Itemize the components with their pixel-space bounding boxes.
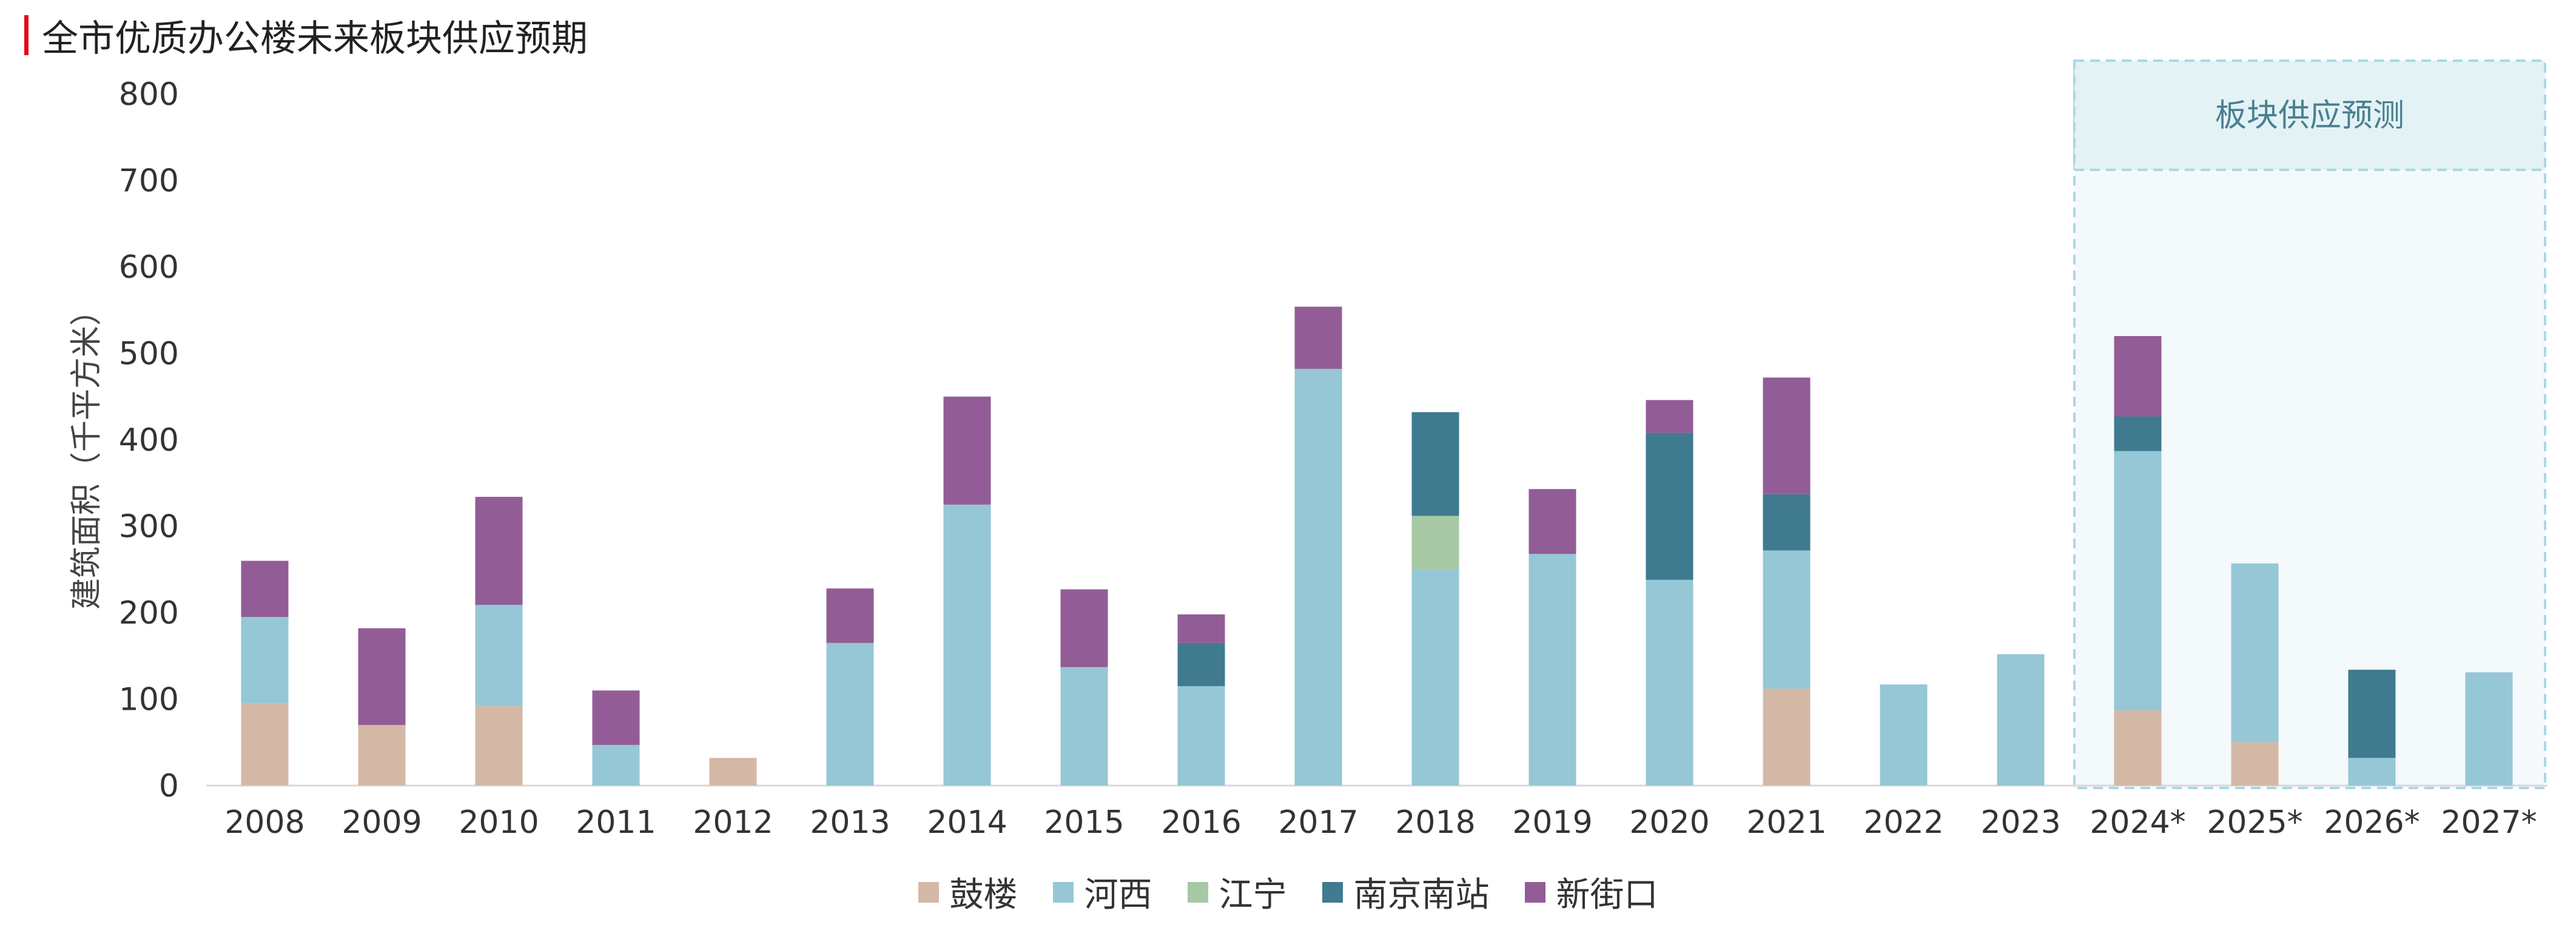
y-axis-label: 建筑面积（千平方米） (69, 294, 105, 610)
x-tick-label: 2012 (693, 804, 773, 841)
bar-新街口-2009 (358, 628, 406, 726)
x-tick-label: 2024* (2090, 804, 2185, 841)
bar-河西-2008 (241, 617, 289, 704)
chart-legend: 鼓楼 河西 江宁 南京南站 新街口 (0, 867, 2576, 917)
y-tick-label: 800 (119, 76, 179, 113)
x-tick-label: 2025* (2207, 804, 2302, 841)
bar-新街口-2020 (1646, 400, 1693, 433)
bar-南京南站-2016 (1177, 642, 1225, 687)
bar-河西-2011 (592, 745, 640, 786)
legend-item: 新街口 (1524, 867, 1658, 917)
x-tick-label: 2020 (1629, 804, 1709, 841)
bar-河西-2015 (1060, 667, 1108, 786)
chart-title: 全市优质办公楼未来板块供应预期 (42, 17, 588, 60)
forecast-header (2073, 59, 2546, 171)
bar-新街口-2014 (943, 396, 991, 505)
chart-title-block: 全市优质办公楼未来板块供应预期 (24, 11, 588, 60)
bar-河西-2013 (826, 642, 874, 786)
title-accent-bar (24, 15, 29, 55)
x-tick-label: 2015 (1044, 804, 1124, 841)
x-tick-label: 2009 (341, 804, 422, 841)
bar-鼓楼-2021 (1763, 689, 1811, 786)
legend-swatch (1322, 881, 1343, 903)
x-tick-label: 2008 (224, 804, 304, 841)
bar-鼓楼-2010 (475, 705, 523, 786)
bar-新街口-2016 (1177, 614, 1225, 643)
bar-河西-2024* (2114, 451, 2162, 711)
y-tick-label: 300 (119, 509, 179, 545)
legend-label: 江宁 (1219, 875, 1287, 915)
bar-河西-2025* (2231, 563, 2279, 742)
x-tick-label: 2010 (459, 804, 539, 841)
x-tick-label: 2014 (927, 804, 1007, 841)
legend-label: 河西 (1084, 875, 1152, 915)
bar-新街口-2017 (1294, 306, 1342, 369)
bar-河西-2014 (943, 504, 991, 786)
legend-item: 河西 (1052, 867, 1152, 917)
bar-南京南站-2018 (1411, 412, 1459, 516)
y-tick-label: 200 (119, 595, 179, 631)
bar-鼓楼-2025* (2231, 742, 2279, 786)
x-tick-label: 2019 (1512, 804, 1592, 841)
bar-新街口-2011 (592, 690, 640, 746)
legend-item: 鼓楼 (918, 867, 1018, 917)
bar-河西-2019 (1528, 554, 1576, 786)
legend-label: 南京南站 (1353, 875, 1490, 915)
x-tick-label: 2021 (1746, 804, 1826, 841)
y-tick-label: 400 (119, 422, 179, 459)
legend-item: 江宁 (1187, 867, 1287, 917)
bar-南京南站-2021 (1763, 494, 1811, 551)
legend-label: 新街口 (1556, 875, 1658, 915)
x-tick-label: 2026* (2324, 804, 2420, 841)
bar-江宁-2018 (1411, 516, 1459, 570)
legend-swatch (918, 881, 939, 903)
x-tick-label: 2018 (1395, 804, 1475, 841)
forecast-label: 板块供应预测 (2215, 98, 2404, 134)
bar-河西-2018 (1411, 569, 1459, 786)
bar-河西-2026* (2348, 758, 2396, 786)
bar-河西-2016 (1177, 686, 1225, 786)
bar-河西-2010 (475, 605, 523, 706)
bar-鼓楼-2024* (2114, 710, 2162, 786)
bar-河西-2021 (1763, 550, 1811, 689)
bar-新街口-2015 (1060, 589, 1108, 667)
legend-swatch (1052, 881, 1074, 903)
legend-label: 鼓楼 (949, 875, 1018, 915)
bar-河西-2017 (1294, 369, 1342, 786)
bar-南京南站-2024* (2114, 416, 2162, 451)
bar-新街口-2024* (2114, 336, 2162, 417)
bar-新街口-2008 (241, 561, 289, 618)
bar-鼓楼-2009 (358, 725, 406, 786)
bar-新街口-2013 (826, 588, 874, 643)
bar-河西-2023 (1997, 654, 2045, 786)
bar-河西-2027* (2465, 672, 2513, 786)
legend-item: 南京南站 (1322, 867, 1490, 917)
x-tick-label: 2022 (1863, 804, 1943, 841)
y-tick-label: 500 (119, 336, 179, 372)
bar-新街口-2010 (475, 497, 523, 605)
y-tick-label: 100 (119, 682, 179, 718)
y-tick-label: 700 (119, 163, 179, 200)
bar-鼓楼-2012 (709, 758, 757, 786)
x-tick-label: 2027* (2441, 804, 2537, 841)
bar-河西-2022 (1880, 684, 1928, 786)
x-tick-label: 2017 (1278, 804, 1358, 841)
x-tick-label: 2013 (810, 804, 890, 841)
bar-新街口-2019 (1528, 489, 1576, 554)
x-tick-label: 2011 (576, 804, 656, 841)
x-tick-label: 2016 (1161, 804, 1241, 841)
bar-南京南站-2026* (2348, 670, 2396, 758)
bar-河西-2020 (1646, 579, 1693, 786)
x-tick-label: 2023 (1980, 804, 2060, 841)
y-tick-label: 0 (159, 768, 179, 804)
bar-鼓楼-2008 (241, 703, 289, 786)
y-tick-label: 600 (119, 249, 179, 286)
bar-新街口-2021 (1763, 377, 1811, 494)
legend-swatch (1187, 881, 1208, 903)
bar-南京南站-2020 (1646, 433, 1693, 580)
legend-swatch (1524, 881, 1545, 903)
